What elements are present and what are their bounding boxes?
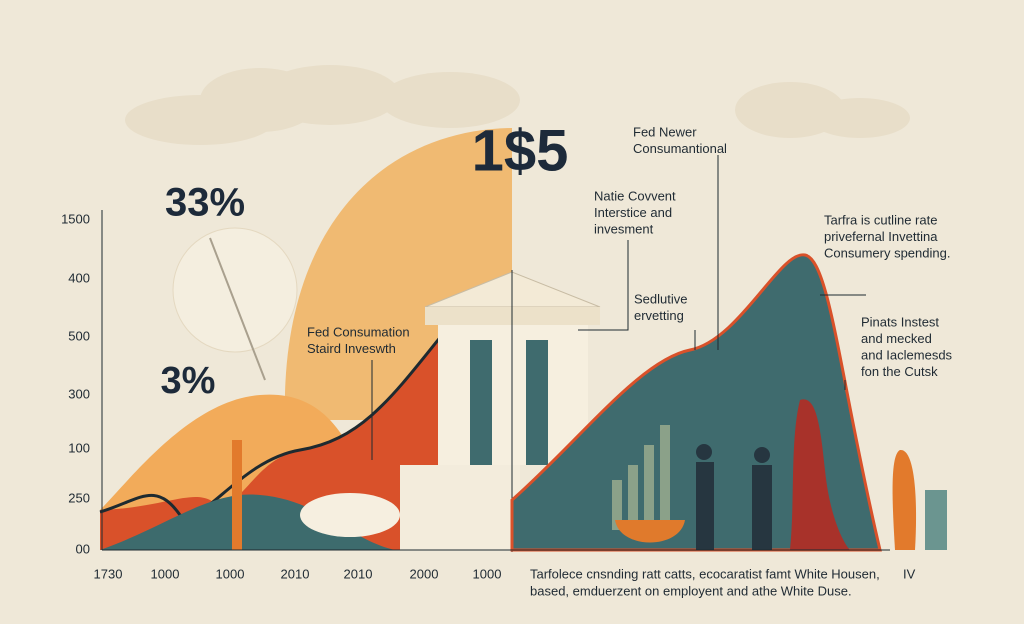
x-label: 2010	[281, 566, 310, 581]
tower	[232, 440, 242, 550]
annotation: privefernal Invettina	[824, 229, 938, 244]
cloud-front	[300, 493, 400, 537]
headline: 33%	[165, 181, 245, 225]
y-label: 250	[68, 490, 90, 505]
x-label: 2010	[344, 566, 373, 581]
clouds	[125, 65, 910, 145]
y-label: 400	[68, 270, 90, 285]
annotation: Tarfra is cutline rate	[824, 212, 937, 227]
annotation: Consumantional	[633, 141, 727, 156]
annotation: Pinats Instest	[861, 314, 939, 329]
footer-line: based, emduerzent on employent and athe …	[530, 583, 852, 598]
teal-mountain	[510, 253, 882, 552]
annotation: and mecked	[861, 331, 932, 346]
annotation: and Iaclemesds	[861, 347, 953, 362]
headline: 1$5	[472, 118, 569, 183]
small-figure	[925, 490, 947, 550]
y-label: 00	[76, 541, 90, 556]
annotation: Consumery spending.	[824, 245, 950, 260]
y-label: 500	[68, 328, 90, 343]
annotation: Interstice and	[594, 205, 672, 220]
y-label: 1500	[61, 211, 90, 226]
x-label: 1000	[216, 566, 245, 581]
people	[696, 444, 772, 550]
bowl	[615, 520, 685, 543]
temple	[400, 271, 601, 550]
orange-figure	[892, 449, 917, 550]
annotation: fon the Cutsk	[861, 364, 938, 379]
y-label: 100	[68, 440, 90, 455]
footer-line: Tarfolece cnsnding ratt catts, ecocarati…	[530, 566, 880, 581]
arrow-line	[209, 237, 266, 381]
y-label: 300	[68, 386, 90, 401]
leader-lines	[371, 155, 866, 460]
annotation: ervetting	[634, 308, 684, 323]
x-label: 1000	[151, 566, 180, 581]
headline: 3%	[161, 360, 216, 402]
annotation: Staird Inveswth	[307, 341, 396, 356]
bars-decor	[612, 425, 670, 530]
annotation: Sedlutive	[634, 291, 687, 306]
x-label: 1730	[94, 566, 123, 581]
teal-hill	[100, 494, 395, 550]
annotation: Fed Newer	[633, 124, 697, 139]
footer-marker: IV	[903, 566, 916, 581]
light-globe	[172, 227, 298, 353]
annotation: invesment	[594, 221, 654, 236]
annotation: Fed Consumation	[307, 324, 410, 339]
annotation: Natie Covvent	[594, 188, 676, 203]
x-label: 2000	[410, 566, 439, 581]
x-label: 1000	[473, 566, 502, 581]
statue	[790, 399, 850, 550]
